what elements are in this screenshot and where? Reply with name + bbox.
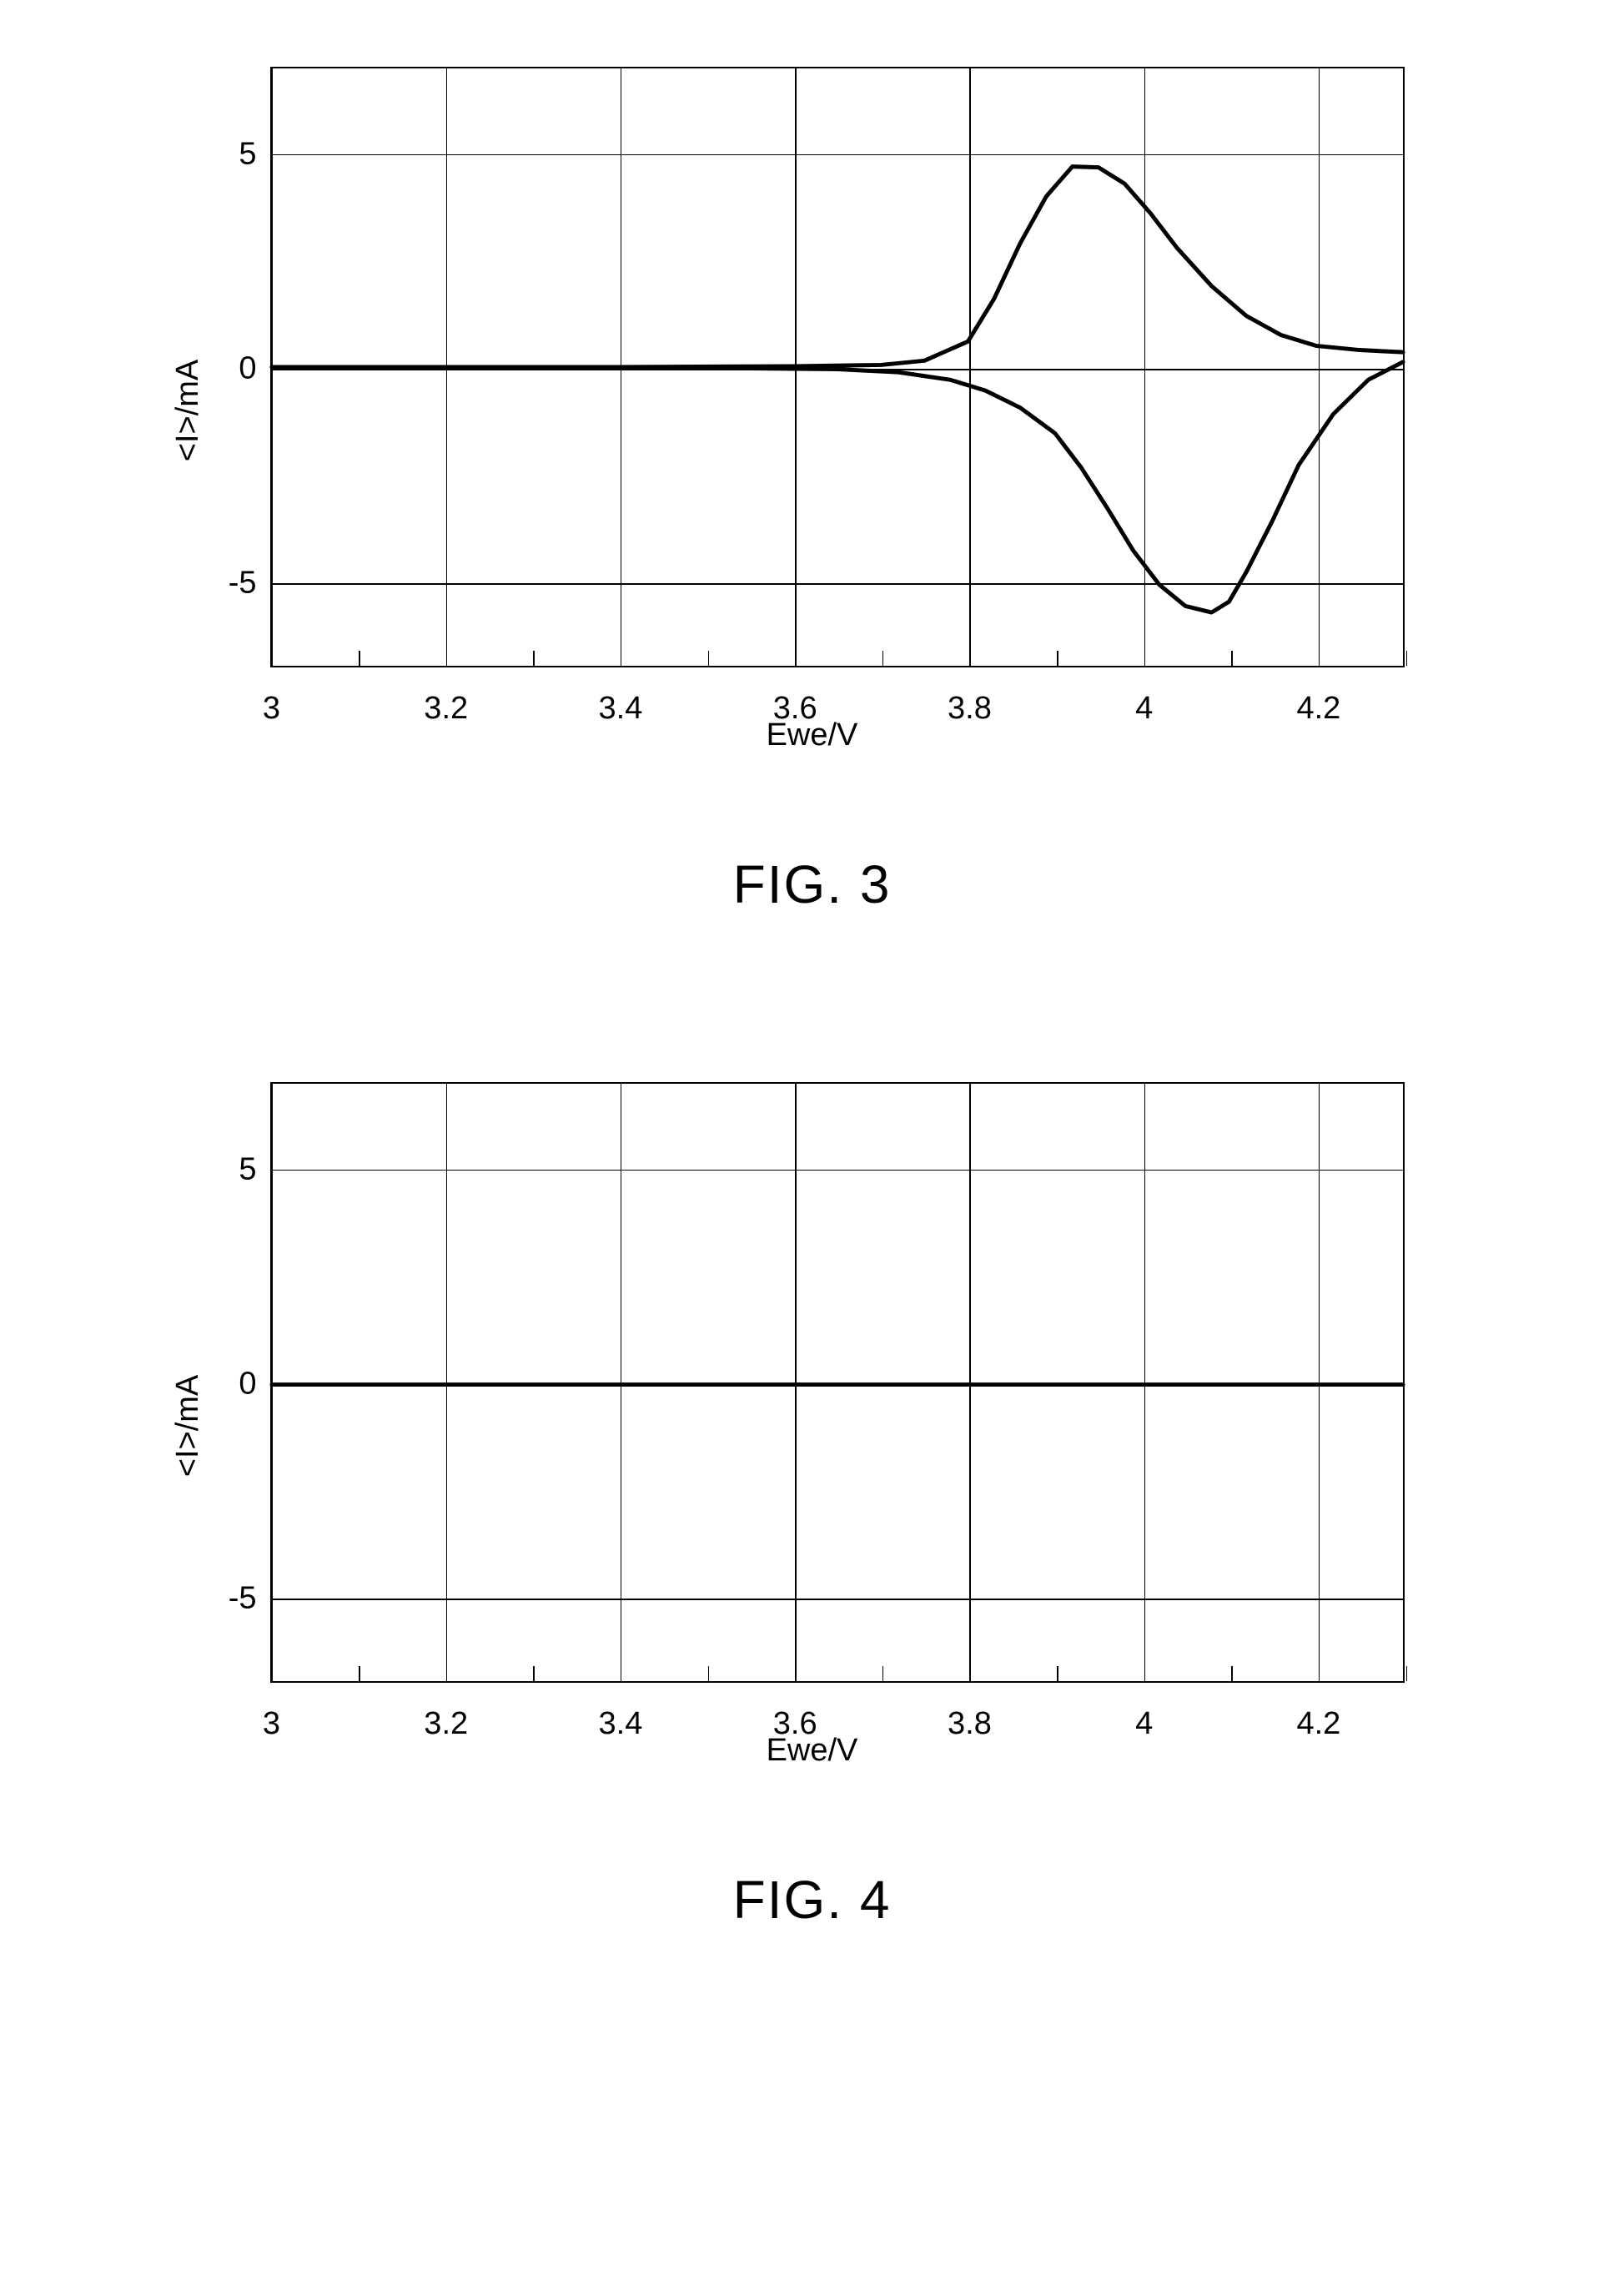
x-tick-label: 3.6 <box>773 1681 817 1742</box>
x-tick-label: 3 <box>263 666 280 727</box>
x-tick-label: 4 <box>1135 1681 1153 1742</box>
x-tick-label: 3.2 <box>424 666 468 727</box>
y-tick-label: -5 <box>229 1581 272 1617</box>
figure-3-block: <I>/mA -50533.23.43.63.844.2 Ewe/V FIG. … <box>83 67 1541 915</box>
y-tick-label: 5 <box>239 1151 271 1187</box>
x-tick-label: 3 <box>263 1681 280 1742</box>
x-tick-label: 4.2 <box>1296 1681 1340 1742</box>
data-curve-svg <box>272 68 1403 666</box>
data-series-path <box>272 362 1403 612</box>
x-tick-label: 3.8 <box>948 1681 992 1742</box>
figure-4-chart: <I>/mA -50533.23.43.63.844.2 Ewe/V <box>187 1082 1438 1769</box>
x-tick-minor <box>1406 1666 1408 1681</box>
figure-4-block: <I>/mA -50533.23.43.63.844.2 Ewe/V FIG. … <box>83 1082 1541 1931</box>
x-tick-label: 3.2 <box>424 1681 468 1742</box>
x-tick-label: 3.4 <box>599 1681 643 1742</box>
data-curve-svg <box>272 1084 1403 1681</box>
y-tick-label: 0 <box>239 1367 271 1402</box>
x-tick-minor <box>1406 651 1408 666</box>
y-tick-label: -5 <box>229 566 272 602</box>
x-tick-label: 3.8 <box>948 666 992 727</box>
figure-caption: FIG. 4 <box>83 1869 1541 1931</box>
plot-area-fig4: -50533.23.43.63.844.2 <box>270 1082 1405 1683</box>
x-tick-label: 4.2 <box>1296 666 1340 727</box>
y-axis-label: <I>/mA <box>169 1374 205 1477</box>
x-tick-label: 4 <box>1135 666 1153 727</box>
y-axis-label: <I>/mA <box>169 359 205 461</box>
plot-area-fig3: -50533.23.43.63.844.2 <box>270 67 1405 667</box>
y-tick-label: 5 <box>239 136 271 172</box>
data-series-path <box>272 167 1403 367</box>
figure-caption: FIG. 3 <box>83 853 1541 915</box>
y-tick-label: 0 <box>239 351 271 387</box>
x-tick-label: 3.4 <box>599 666 643 727</box>
figure-3-chart: <I>/mA -50533.23.43.63.844.2 Ewe/V <box>187 67 1438 753</box>
x-tick-label: 3.6 <box>773 666 817 727</box>
